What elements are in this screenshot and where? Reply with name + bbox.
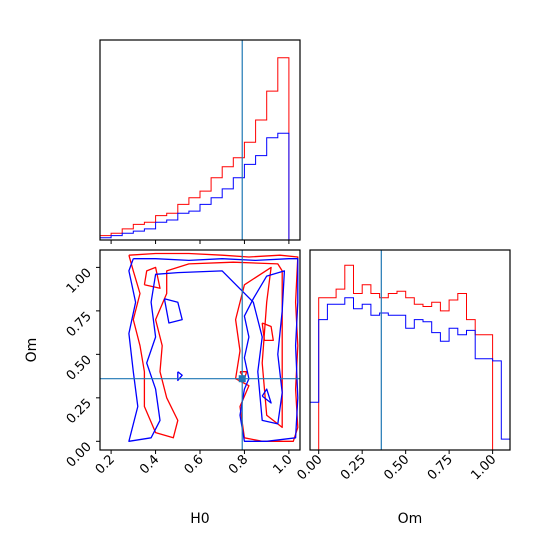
h0-histogram-panel bbox=[99, 39, 301, 244]
x-axis-label-om: Om bbox=[398, 511, 423, 527]
contour-ytick-label: 0.75 bbox=[64, 309, 95, 340]
om-hist-xtick-label: 0.50 bbox=[381, 452, 412, 483]
contour-red-1 bbox=[143, 266, 161, 289]
h0-om-contour-panel: 0.2 0.4 0.6 0.8 1.0 0.00 0.25 0.50 0.75 1.00 bbox=[64, 249, 301, 477]
contour-xtick-label: 0.4 bbox=[137, 452, 162, 477]
contour-blue-2 bbox=[177, 371, 183, 382]
contour-ytick-label: 0.25 bbox=[64, 396, 95, 427]
om-hist-series-red bbox=[310, 264, 510, 450]
om-hist-frame bbox=[309, 249, 511, 451]
om-histogram-panel: 0.00 0.25 0.50 0.75 1.00 bbox=[294, 249, 511, 483]
om-hist-xtick-label: 0.00 bbox=[294, 452, 325, 483]
contour-red-3 bbox=[261, 322, 274, 342]
om-hist-xtick-label: 1.00 bbox=[468, 452, 499, 483]
contour-plot bbox=[100, 250, 300, 450]
x-axis-label-h0: H0 bbox=[190, 511, 209, 527]
contour-blue-1 bbox=[163, 298, 183, 324]
contour-blue-0 bbox=[128, 258, 299, 442]
om-hist-xtick-label: 0.25 bbox=[338, 452, 369, 483]
contour-xtick-label: 0.2 bbox=[93, 452, 118, 477]
truth-marker bbox=[238, 375, 246, 383]
h0-hist-series-blue bbox=[100, 132, 300, 240]
contour-ytick-label: 0.50 bbox=[64, 353, 95, 384]
contour-xtick-label: 0.6 bbox=[182, 452, 207, 477]
y-axis-label-om: Om bbox=[24, 338, 40, 363]
contour-blue-3 bbox=[261, 388, 272, 404]
h0-hist-series-red bbox=[100, 57, 300, 240]
contour-ytick-label: 0.00 bbox=[64, 440, 95, 471]
om-hist-xtick-label: 0.75 bbox=[425, 452, 456, 483]
om-hist-plot bbox=[310, 250, 510, 450]
contour-xtick-label: 0.8 bbox=[226, 452, 251, 477]
om-hist-series-blue bbox=[310, 297, 510, 450]
contour-ytick-label: 1.00 bbox=[64, 266, 95, 297]
contour-xtick-label: 1.0 bbox=[270, 452, 295, 477]
h0-hist-plot bbox=[100, 40, 300, 240]
